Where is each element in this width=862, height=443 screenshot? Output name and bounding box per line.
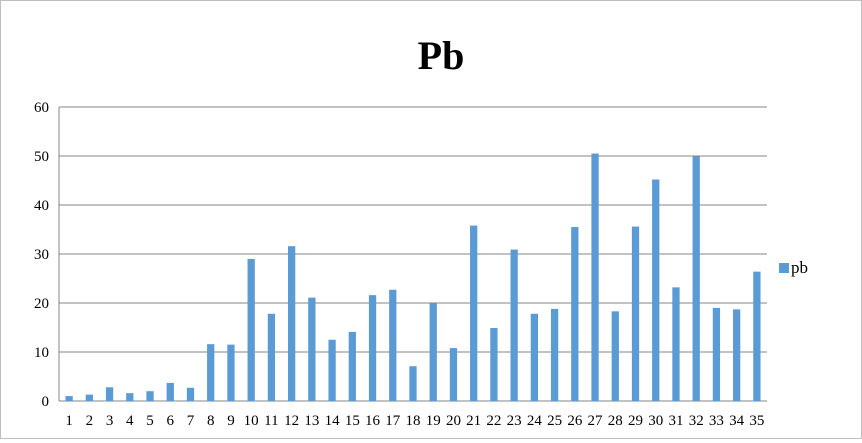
y-tick-label: 10: [34, 345, 49, 361]
bar: [85, 394, 93, 401]
x-tick-label: 28: [608, 413, 623, 429]
bar: [550, 308, 559, 401]
bar: [530, 313, 539, 401]
bar: [753, 271, 761, 401]
x-tick-label: 18: [406, 413, 421, 429]
bar: [510, 249, 518, 401]
x-tick-label: 35: [749, 413, 764, 429]
y-tick-label: 40: [34, 198, 49, 214]
x-tick-label: 30: [648, 413, 663, 429]
bars: [65, 153, 761, 401]
x-tick-label: 29: [628, 413, 643, 429]
x-tick-label: 11: [264, 413, 278, 429]
x-tick-label: 23: [507, 413, 522, 429]
legend-swatch: [779, 263, 789, 273]
x-tick-label: 5: [146, 413, 154, 429]
x-tick-label: 6: [167, 413, 175, 429]
x-tick-label: 12: [284, 413, 299, 429]
x-tick-label: 33: [709, 413, 724, 429]
x-tick-label: 15: [345, 413, 360, 429]
bar: [247, 258, 255, 401]
x-tick-label: 17: [385, 413, 401, 429]
bar: [470, 225, 478, 401]
legend: pb: [779, 258, 808, 277]
bar: [207, 344, 215, 401]
bar: [449, 348, 458, 401]
x-tick-label: 21: [466, 413, 481, 429]
x-tick-label: 2: [86, 413, 94, 429]
bar: [146, 391, 154, 401]
y-tick-label: 20: [34, 296, 49, 312]
y-tick-label: 30: [34, 247, 49, 263]
bar: [389, 289, 397, 401]
bar: [267, 313, 276, 401]
x-tick-label: 34: [729, 413, 745, 429]
x-tick-label: 19: [426, 413, 441, 429]
x-tick-label: 14: [325, 413, 341, 429]
y-tick-label: 0: [42, 394, 50, 410]
x-tick-label: 22: [486, 413, 501, 429]
bar: [186, 387, 195, 401]
x-tick-label: 27: [588, 413, 604, 429]
bar: [712, 307, 721, 401]
x-tick-label: 1: [65, 413, 73, 429]
bar: [368, 295, 377, 401]
x-tick-label: 24: [527, 413, 543, 429]
x-tick-label: 25: [547, 413, 562, 429]
y-tick-label: 60: [34, 100, 49, 116]
bar: [348, 331, 356, 401]
bar: [409, 366, 417, 401]
x-tick-label: 9: [227, 413, 235, 429]
y-axis-ticks: 0 10 20 30 40 50 60: [34, 100, 49, 410]
bar: [227, 344, 235, 401]
x-axis-ticks: 1 2 3 4 5 6 7 8 9 10 11 12 13 14 15 16 17 18 19 20 21 22 23 24 2…: [65, 413, 764, 429]
bar: [591, 153, 599, 401]
bar: [652, 179, 660, 401]
bar: [631, 226, 640, 401]
bar: [308, 297, 316, 401]
bar: [733, 309, 741, 401]
x-tick-label: 10: [244, 413, 259, 429]
x-tick-label: 31: [668, 413, 683, 429]
bar: [692, 156, 700, 401]
x-tick-label: 7: [187, 413, 195, 429]
x-tick-label: 13: [304, 413, 319, 429]
bar: [65, 396, 73, 401]
x-tick-label: 32: [689, 413, 704, 429]
legend-label: pb: [791, 258, 808, 277]
bar: [287, 246, 296, 401]
bar: [672, 287, 680, 401]
x-tick-label: 8: [207, 413, 215, 429]
bar: [611, 311, 619, 401]
bar: [490, 327, 498, 401]
bar: [105, 387, 114, 401]
y-tick-label: 50: [34, 149, 49, 165]
chart-title: Pb: [418, 33, 465, 78]
bar: [166, 382, 174, 401]
grid-lines: [58, 106, 767, 402]
x-tick-label: 3: [106, 413, 114, 429]
bar: [429, 303, 437, 401]
x-tick-label: 4: [126, 413, 134, 429]
bar: [126, 393, 134, 401]
x-tick-label: 26: [567, 413, 583, 429]
bar: [328, 339, 336, 401]
bar: [571, 227, 579, 401]
x-tick-label: 20: [446, 413, 461, 429]
x-tick-label: 16: [365, 413, 381, 429]
